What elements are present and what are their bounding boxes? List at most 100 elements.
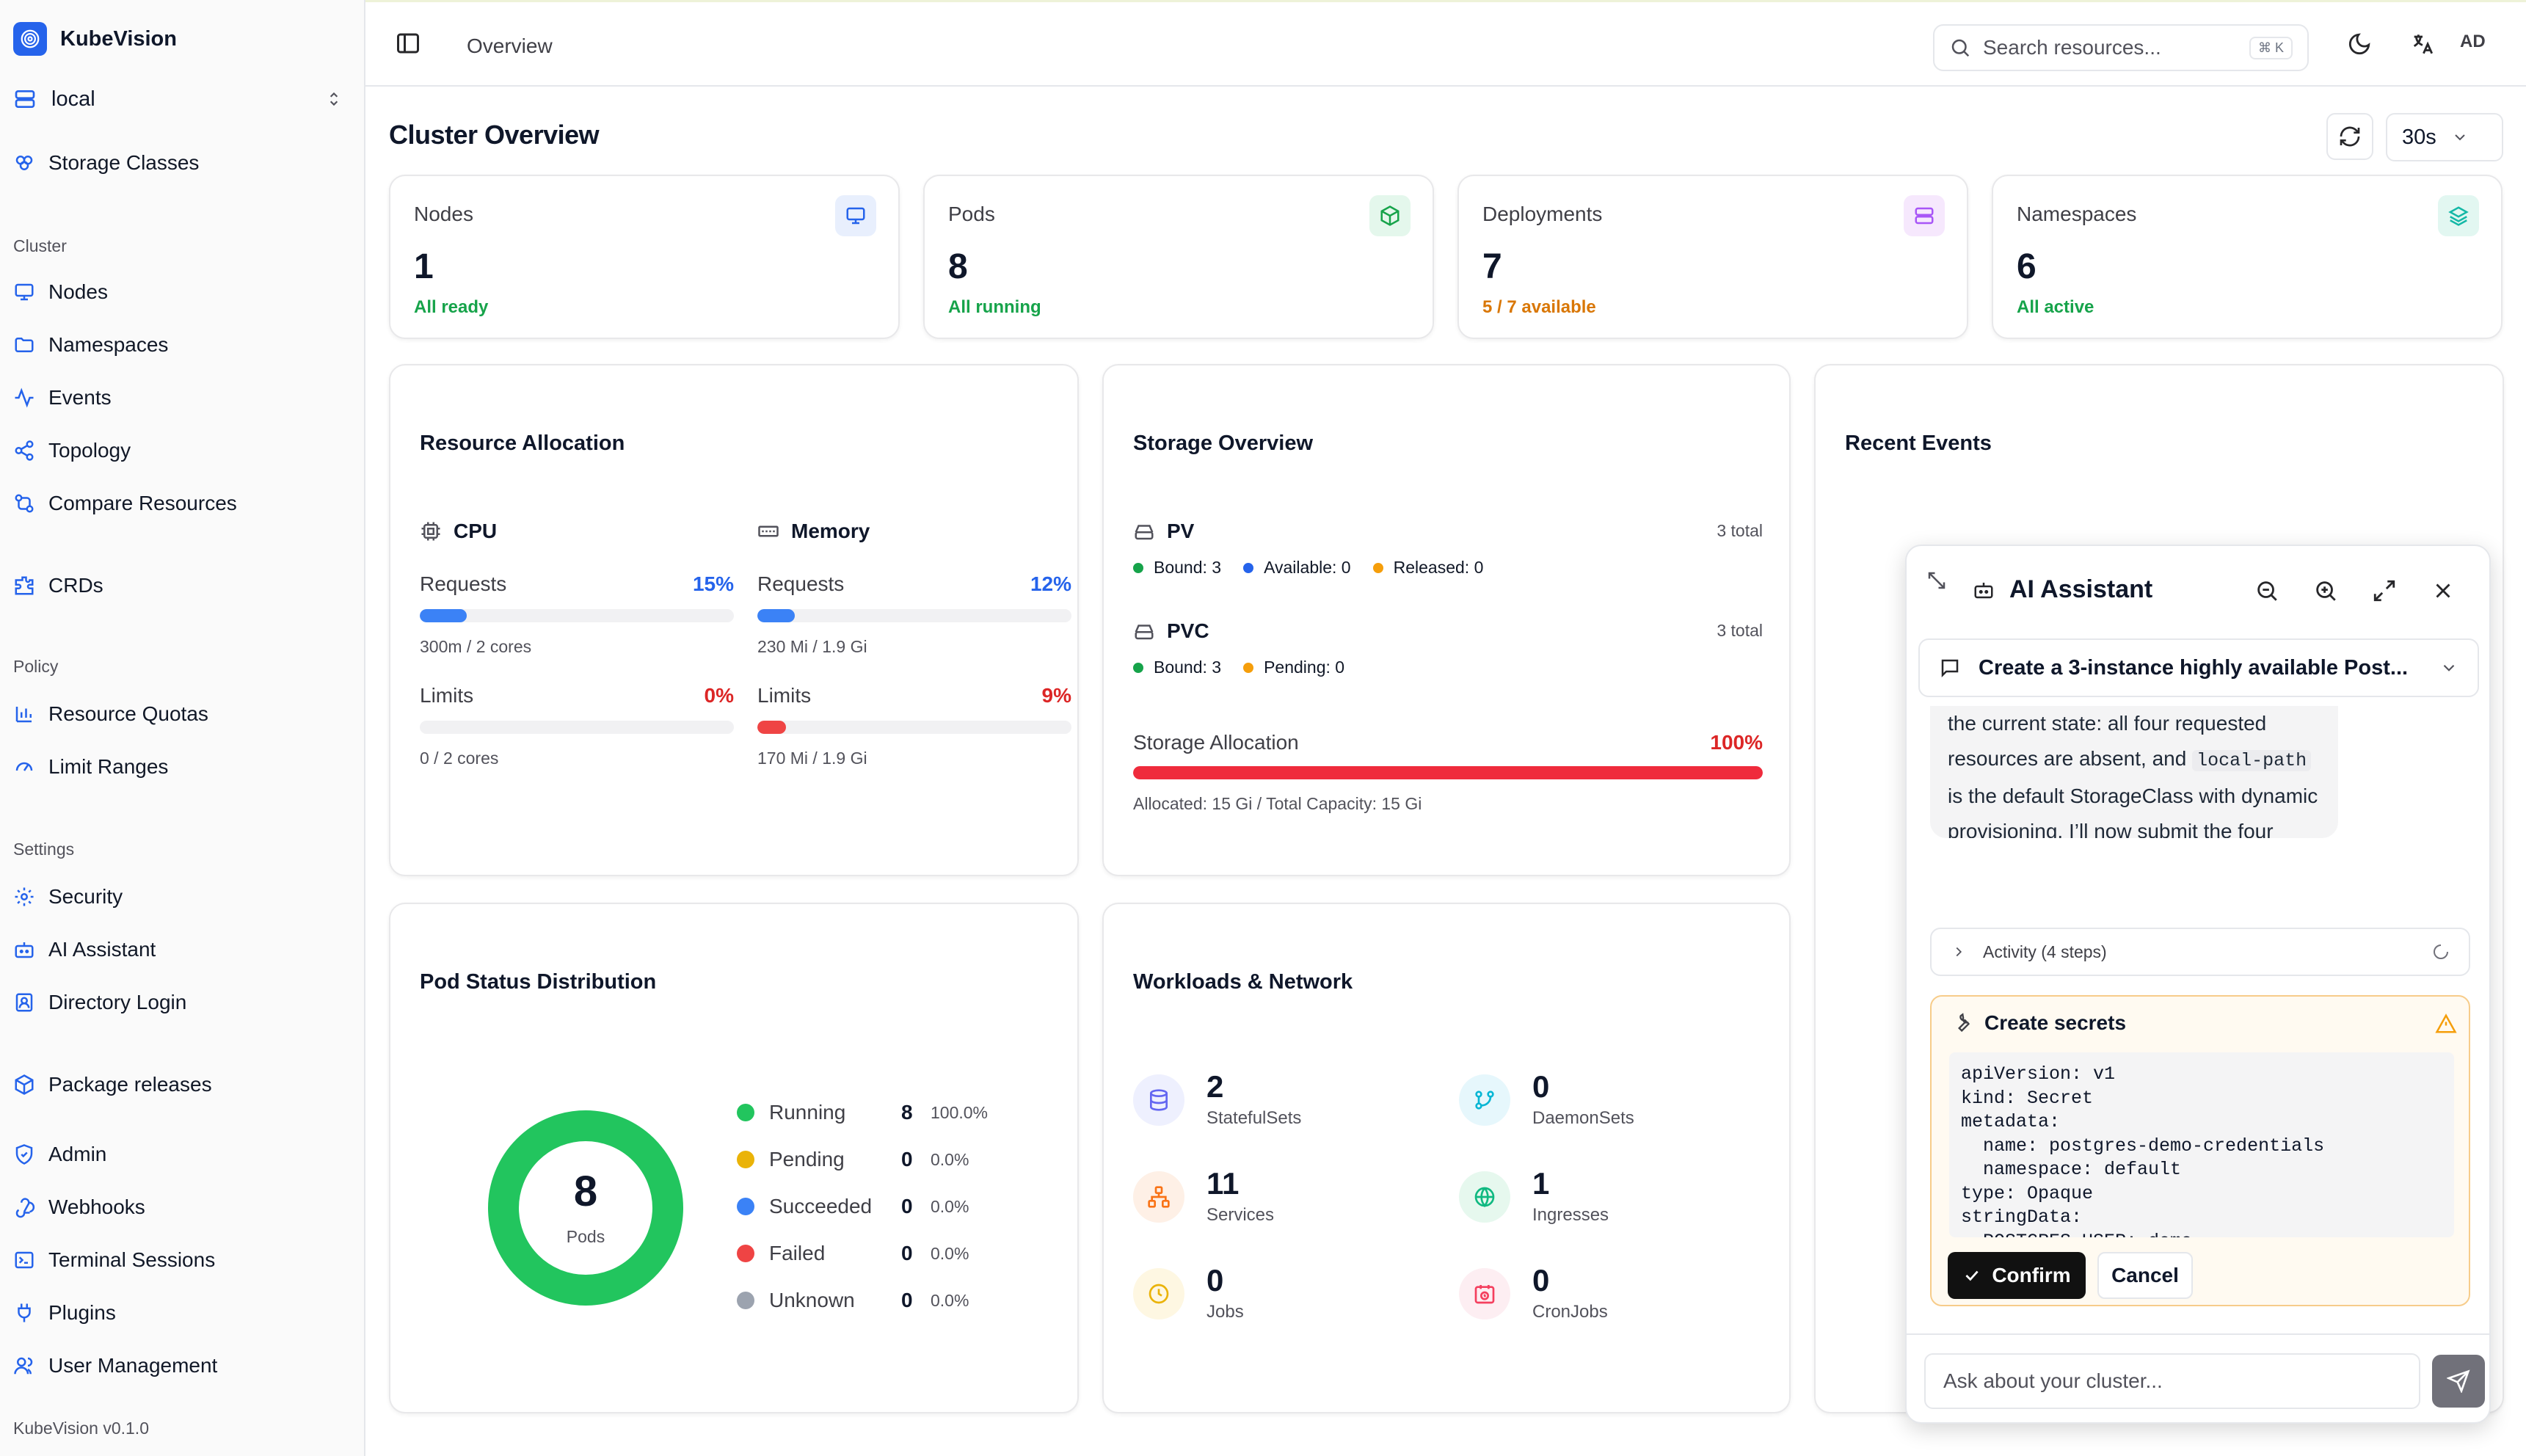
stat-sub: All running: [948, 297, 1041, 317]
compare-icon: [15, 494, 34, 513]
loader-icon: [2434, 944, 2448, 959]
sidebar-item-topology[interactable]: Topology: [13, 432, 351, 469]
pod-legend-pending: Pending 0 0.0%: [737, 1145, 1001, 1174]
resource-allocation-card: Resource Allocation CPU Requests 15% 300…: [389, 364, 1079, 876]
search-placeholder: Search resources...: [1983, 36, 2161, 59]
activity-toggle[interactable]: Activity (4 steps): [1930, 928, 2470, 976]
sidebar-item-plugins[interactable]: Plugins: [13, 1295, 351, 1331]
sidebar-toggle-icon[interactable]: [395, 30, 421, 57]
stat-card-namespaces[interactable]: Namespaces 6 All active: [1992, 175, 2503, 339]
conversation-select[interactable]: Create a 3-instance highly available Pos…: [1918, 638, 2479, 697]
zoom-in-icon[interactable]: [2313, 578, 2338, 603]
translate-icon[interactable]: [2410, 32, 2435, 57]
sidebar-item-label: CRDs: [48, 574, 103, 597]
stat-sub: 5 / 7 available: [1482, 297, 1596, 317]
card-title: Storage Overview: [1133, 432, 1313, 455]
pod-legend-unknown: Unknown 0 0.0%: [737, 1286, 1001, 1315]
moon-icon[interactable]: [2347, 32, 2372, 57]
storage-allocation-pct: 100%: [1710, 731, 1763, 754]
layers-icon: [2438, 195, 2479, 236]
sidebar-item-compare-resources[interactable]: Compare Resources: [13, 485, 351, 522]
sidebar-item-limit-ranges[interactable]: Limit Ranges: [13, 749, 351, 785]
sidebar-item-admin[interactable]: Admin: [13, 1136, 351, 1173]
bot-icon: [1974, 582, 1993, 598]
workload-services[interactable]: 11 Services: [1133, 1165, 1274, 1226]
workloads-network-card: Workloads & Network 2 StatefulSets 0 Daemo…: [1102, 903, 1791, 1413]
status-dot: [1133, 662, 1143, 673]
context-name: local: [51, 87, 95, 111]
stat-sub: All active: [2017, 297, 2094, 317]
folder-icon: [15, 338, 34, 352]
stat-value: 8: [948, 247, 968, 286]
confirm-button[interactable]: Confirm: [1948, 1252, 2086, 1299]
cpu-requests-detail: 300m / 2 cores: [420, 637, 532, 656]
stat-value: 1: [414, 247, 434, 286]
pv-total: 3 total: [1717, 521, 1763, 540]
zoom-out-icon[interactable]: [2254, 578, 2279, 603]
monitor-icon: [835, 195, 876, 236]
search-icon: [1951, 39, 1970, 57]
sidebar-item-webhooks[interactable]: Webhooks: [13, 1189, 351, 1226]
workload-ingresses[interactable]: 1 Ingresses: [1459, 1165, 1609, 1226]
close-icon[interactable]: [2431, 578, 2456, 603]
sidebar-section-policy: Policy: [13, 657, 59, 676]
avatar[interactable]: AD: [2460, 32, 2486, 51]
cpu-limits-detail: 0 / 2 cores: [420, 749, 499, 768]
send-button[interactable]: [2432, 1355, 2485, 1408]
tool-approval-card: Create secrets apiVersion: v1 kind: Secr…: [1930, 995, 2470, 1306]
breadcrumb[interactable]: Overview: [467, 34, 553, 57]
pod-legend-succeeded: Succeeded 0 0.0%: [737, 1192, 1001, 1221]
workload-cronjobs[interactable]: 0 CronJobs: [1459, 1262, 1608, 1322]
cancel-button[interactable]: Cancel: [2097, 1252, 2193, 1299]
sidebar-item-user-management[interactable]: User Management: [13, 1347, 351, 1384]
sidebar-item-terminal-sessions[interactable]: Terminal Sessions: [13, 1242, 351, 1278]
sidebar-item-directory-login[interactable]: Directory Login: [13, 984, 351, 1021]
hard-drive-icon: [1135, 625, 1154, 640]
memory-heading: Memory: [757, 520, 870, 543]
resize-icon[interactable]: [1926, 569, 1948, 592]
gauge-icon: [15, 762, 33, 771]
sidebar-item-nodes[interactable]: Nodes: [13, 274, 351, 310]
workload-statefulsets[interactable]: 2 StatefulSets: [1133, 1069, 1301, 1129]
workload-daemonsets[interactable]: 0 DaemonSets: [1459, 1069, 1634, 1129]
sidebar-item-events[interactable]: Events: [13, 379, 351, 416]
workload-jobs[interactable]: 0 Jobs: [1133, 1262, 1244, 1322]
pod-legend-failed: Failed 0 0.0%: [737, 1239, 1001, 1268]
activity-icon: [15, 387, 34, 408]
memory-icon: [758, 525, 779, 537]
storage-classes-icon: [15, 156, 33, 170]
assistant-message: the current state: all four requested re…: [1930, 706, 2338, 838]
chat-input[interactable]: Ask about your cluster...: [1924, 1353, 2420, 1409]
chevron-right-icon: [1956, 947, 1962, 957]
cpu-requests-pct: 15%: [692, 572, 734, 595]
refresh-interval-select[interactable]: 30s: [2386, 113, 2503, 161]
database-icon: [1133, 1074, 1184, 1126]
brand[interactable]: KubeVision: [13, 22, 177, 56]
check-icon: [1965, 1270, 1979, 1281]
stat-card-nodes[interactable]: Nodes 1 All ready: [389, 175, 900, 339]
search-input[interactable]: Search resources... ⌘ K: [1933, 24, 2309, 71]
sidebar-item-package-releases[interactable]: Package releases: [13, 1066, 351, 1103]
stat-label: Deployments: [1482, 203, 1603, 225]
stat-card-pods[interactable]: Pods 8 All running: [923, 175, 1434, 339]
cpu-limits-bar: [420, 721, 734, 734]
stat-card-deployments[interactable]: Deployments 7 5 / 7 available: [1457, 175, 1968, 339]
refresh-button[interactable]: [2326, 113, 2373, 160]
sidebar-item-namespaces[interactable]: Namespaces: [13, 327, 351, 363]
maximize-icon[interactable]: [2372, 578, 2397, 603]
memory-requests-detail: 230 Mi / 1.9 Gi: [757, 637, 867, 656]
sidebar-item-storage-classes[interactable]: Storage Classes: [13, 145, 351, 181]
cpu-limits-pct: 0%: [704, 684, 734, 707]
pod-total: 8: [573, 1168, 598, 1215]
bar-chart-icon: [15, 707, 32, 723]
memory-requests-label: Requests: [757, 572, 845, 595]
sidebar-item-crds[interactable]: CRDs: [13, 567, 351, 604]
sidebar-item-label: AI Assistant: [48, 938, 156, 961]
chevron-up-down-icon: [330, 92, 338, 106]
sidebar-item-resource-quotas[interactable]: Resource Quotas: [13, 696, 351, 732]
hard-drive-icon: [1135, 525, 1154, 540]
sidebar-item-security[interactable]: Security: [13, 878, 351, 915]
sidebar-item-ai-assistant[interactable]: AI Assistant: [13, 931, 351, 968]
context-selector[interactable]: local: [13, 81, 343, 117]
inline-code: local-path: [2192, 750, 2312, 771]
